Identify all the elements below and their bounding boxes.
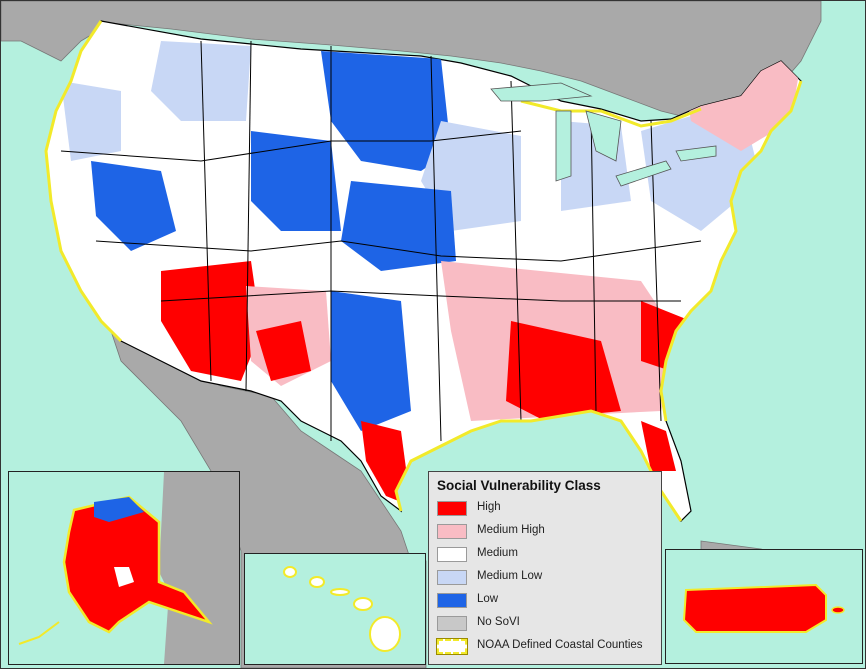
legend-swatch xyxy=(437,593,467,608)
great-lakes xyxy=(490,82,717,187)
legend-label: No SoVI xyxy=(477,616,520,628)
region-low xyxy=(341,181,456,271)
state-line xyxy=(245,40,252,392)
lake-superior xyxy=(490,82,593,102)
region-medium-low xyxy=(151,41,251,121)
gulf-coast-outline xyxy=(394,409,683,522)
legend-label: Medium xyxy=(477,547,518,559)
legend-swatch xyxy=(436,638,468,655)
region-high xyxy=(506,321,621,419)
alaska-medium xyxy=(114,567,134,587)
region-high xyxy=(161,261,261,381)
legend-swatch xyxy=(437,547,467,562)
alaska-low xyxy=(94,497,144,522)
maui-island xyxy=(353,597,373,611)
region-high xyxy=(256,321,311,381)
puerto-rico-land xyxy=(682,583,827,633)
state-line xyxy=(95,240,702,262)
pacific-coast-outline xyxy=(44,20,123,343)
region-low xyxy=(91,161,176,251)
lake-erie xyxy=(615,160,672,187)
region-high xyxy=(641,301,691,371)
region-medium-low xyxy=(61,81,121,161)
puerto-rico-map xyxy=(682,583,845,633)
aleutian-islands xyxy=(18,621,60,645)
vieques-island xyxy=(831,606,845,614)
alaska-inset xyxy=(8,471,240,665)
legend-box: Social Vulnerability Class High Medium Hi… xyxy=(428,471,662,665)
legend-item: No SoVI xyxy=(437,615,657,633)
legend-item: Medium Low xyxy=(437,569,657,587)
legend-item: Medium High xyxy=(437,523,657,541)
state-line xyxy=(590,110,597,412)
legend-label: Medium High xyxy=(477,524,545,536)
legend-swatch xyxy=(437,570,467,585)
alaska-land xyxy=(62,495,213,634)
coastal-counties-outline xyxy=(44,20,803,522)
legend-label: NOAA Defined Coastal Counties xyxy=(477,639,643,651)
puerto-rico-inset xyxy=(665,549,863,664)
big-island xyxy=(369,616,401,652)
great-lakes-outline xyxy=(520,99,702,128)
alaska-map xyxy=(18,472,239,664)
lake-huron xyxy=(585,110,622,162)
region-low xyxy=(251,131,341,231)
legend-item: High xyxy=(437,500,657,518)
legend-title: Social Vulnerability Class xyxy=(437,478,601,493)
state-boundaries xyxy=(60,40,702,442)
legend-item: NOAA Defined Coastal Counties xyxy=(436,638,657,656)
region-high xyxy=(641,421,676,471)
molokai-island xyxy=(330,588,350,596)
hawaii-inset xyxy=(244,553,426,665)
atlantic-coast-outline xyxy=(659,80,803,422)
oahu-island xyxy=(309,576,325,588)
state-line xyxy=(510,80,522,422)
state-line xyxy=(430,55,442,442)
lake-michigan xyxy=(555,110,572,182)
legend-swatch xyxy=(437,501,467,516)
legend-label: Low xyxy=(477,593,499,605)
hawaii-map xyxy=(283,566,401,652)
legend-swatch xyxy=(437,524,467,539)
legend-label: High xyxy=(477,501,501,513)
legend-item: Medium xyxy=(437,546,657,564)
legend-swatch xyxy=(437,616,467,631)
lake-ontario xyxy=(675,145,717,162)
legend-item: Low xyxy=(437,592,657,610)
kauai-island xyxy=(283,566,297,578)
region-low xyxy=(331,291,411,431)
state-line xyxy=(160,290,681,302)
vulnerability-regions xyxy=(61,41,801,506)
canada-yukon-land xyxy=(159,472,239,664)
state-line xyxy=(200,40,212,382)
legend-label: Medium Low xyxy=(477,570,543,582)
